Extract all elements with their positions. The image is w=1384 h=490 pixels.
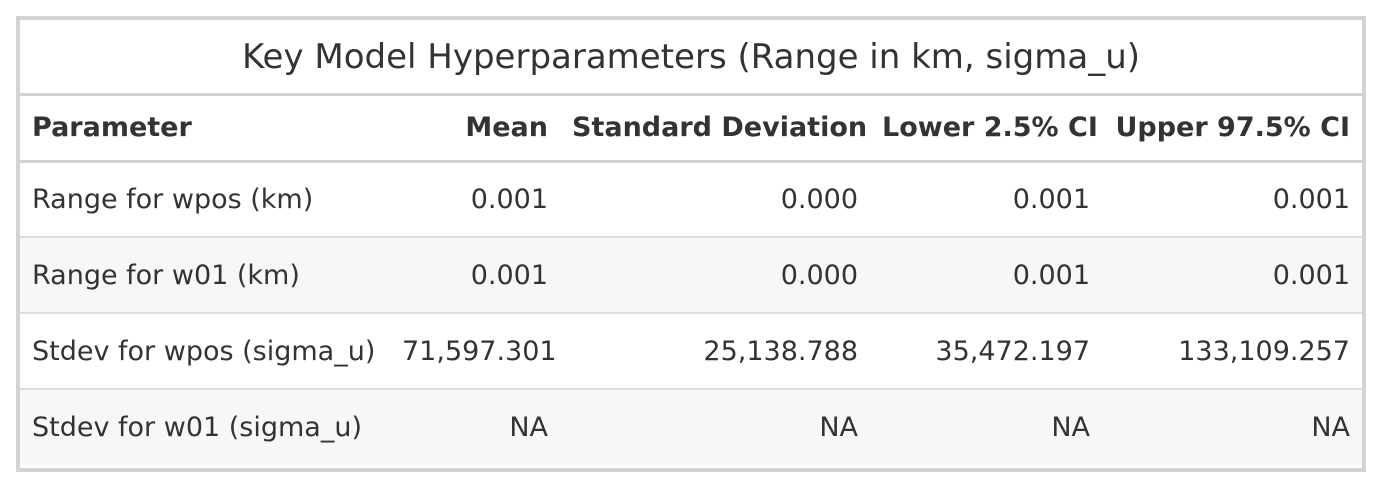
cell-standard-deviation: 0.000 [560, 236, 870, 313]
cell-mean: 0.001 [390, 236, 560, 313]
cell-upper-ci: NA [1102, 388, 1362, 465]
cell-standard-deviation: NA [560, 388, 870, 465]
cell-upper-ci: 133,109.257 [1102, 312, 1362, 389]
header-lower-ci: Lower 2.5% CI [870, 96, 1102, 163]
cell-upper-ci: 0.001 [1102, 161, 1362, 237]
cell-parameter: Stdev for w01 (sigma_u) [20, 388, 390, 465]
cell-lower-ci: NA [870, 388, 1102, 465]
cell-parameter: Range for wpos (km) [20, 161, 390, 237]
cell-lower-ci: 0.001 [870, 161, 1102, 237]
cell-parameter: Range for w01 (km) [20, 236, 390, 313]
cell-mean: 71,597.301 [390, 312, 560, 389]
cell-standard-deviation: 25,138.788 [560, 312, 870, 389]
header-row: Parameter Mean Standard Deviation Lower … [20, 96, 1362, 163]
table-row: Stdev for w01 (sigma_u) NA NA NA NA [20, 388, 1362, 465]
header-parameter: Parameter [20, 96, 390, 163]
table-row: Stdev for wpos (sigma_u) 71,597.301 25,1… [20, 312, 1362, 389]
header-mean: Mean [390, 96, 560, 163]
table-caption: Key Model Hyperparameters (Range in km, … [20, 20, 1362, 96]
header-upper-ci: Upper 97.5% CI [1102, 96, 1362, 163]
hyperparameter-table-panel: Key Model Hyperparameters (Range in km, … [16, 16, 1366, 472]
table-row: Range for wpos (km) 0.001 0.000 0.001 0.… [20, 161, 1362, 237]
cell-mean: NA [390, 388, 560, 465]
cell-lower-ci: 0.001 [870, 236, 1102, 313]
header-standard-deviation: Standard Deviation [560, 96, 870, 163]
cell-mean: 0.001 [390, 161, 560, 237]
hyperparameter-table: Parameter Mean Standard Deviation Lower … [20, 96, 1362, 465]
cell-parameter: Stdev for wpos (sigma_u) [20, 312, 390, 389]
table-row: Range for w01 (km) 0.001 0.000 0.001 0.0… [20, 236, 1362, 313]
cell-lower-ci: 35,472.197 [870, 312, 1102, 389]
cell-upper-ci: 0.001 [1102, 236, 1362, 313]
cell-standard-deviation: 0.000 [560, 161, 870, 237]
